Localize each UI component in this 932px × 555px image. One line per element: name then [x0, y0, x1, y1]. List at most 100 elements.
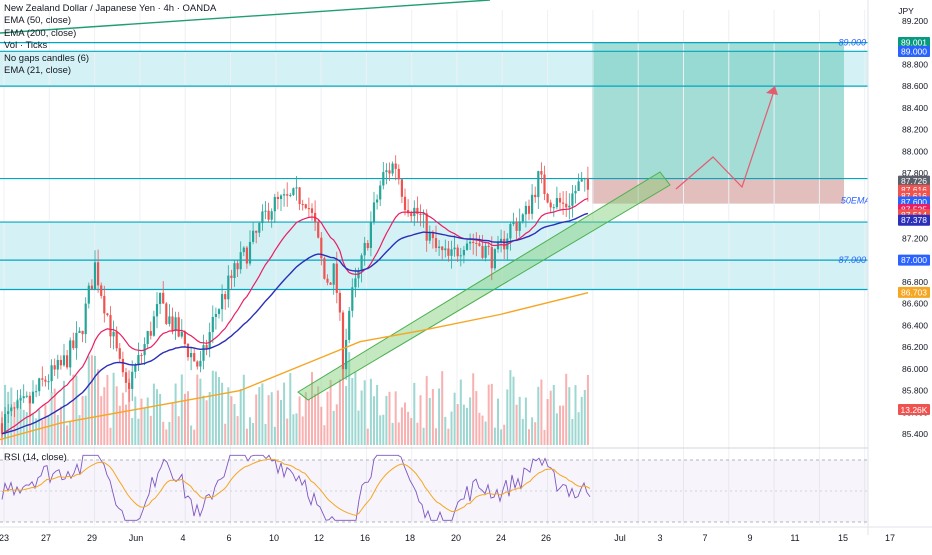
volume-bar — [475, 391, 478, 445]
volume-bar — [552, 384, 555, 445]
volume-bar — [280, 399, 282, 445]
candle-body — [531, 194, 534, 214]
candle-body — [155, 304, 159, 317]
candle-body — [338, 292, 341, 313]
candle-body — [447, 248, 450, 256]
candle-body — [22, 396, 25, 399]
candle-body — [186, 344, 190, 358]
candle-body — [329, 282, 332, 285]
ema-layer — [0, 0, 589, 441]
ema-wtf-label: 50EMA WTF — [841, 195, 893, 205]
axis-bg — [868, 0, 932, 550]
x-tick-12: 26 — [541, 533, 551, 543]
y-tick-5: 88.200 — [902, 125, 928, 135]
legend-ema21[interactable]: EMA (21, close) — [4, 65, 72, 77]
volume-bar — [196, 374, 199, 445]
x-tick-8: 16 — [360, 533, 370, 543]
candle-body — [38, 378, 41, 392]
volume-bar — [500, 429, 503, 445]
volume-bar — [84, 395, 87, 445]
legend-volume[interactable]: Vol · Ticks — [4, 40, 48, 52]
level-label-87: 87.000 — [838, 255, 866, 265]
volume-bar — [156, 389, 158, 445]
x-tick-18: 15 — [838, 533, 848, 543]
volume-bar — [391, 422, 394, 445]
volume-bar — [233, 403, 236, 445]
x-tick-9: 18 — [405, 533, 415, 543]
candle-body — [146, 331, 149, 345]
candle-body — [503, 238, 506, 250]
x-tick-4: 4 — [180, 533, 185, 543]
candle-body — [540, 171, 543, 175]
volume-bar — [115, 386, 118, 445]
candle-body — [162, 292, 165, 304]
volume-bar — [87, 356, 90, 445]
candle-body — [422, 213, 425, 215]
volume-bar — [469, 397, 472, 445]
volume-bar — [428, 397, 431, 445]
volume-bar — [376, 384, 379, 445]
volume-bar — [531, 417, 534, 445]
volume-bar — [357, 410, 360, 445]
candle-body — [165, 303, 168, 324]
volume-bar — [441, 371, 444, 445]
candle-body — [391, 163, 394, 174]
candle-body — [112, 331, 115, 337]
candle-body — [583, 177, 586, 180]
candle-body — [441, 246, 444, 251]
volume-bar — [69, 421, 72, 445]
price-badge-text-0: 89.001 — [901, 38, 927, 48]
candle-body — [50, 365, 53, 382]
volume-bar — [193, 429, 196, 445]
volume-bar — [363, 380, 366, 445]
volume-bar — [472, 373, 475, 445]
candle-body — [10, 407, 13, 412]
volume-bar — [252, 422, 255, 445]
candle-body — [286, 194, 289, 196]
price-badge-2 — [898, 175, 930, 187]
candle-body — [295, 187, 298, 189]
price-badge-text-2: 87.726 — [901, 176, 927, 186]
volume-bar — [345, 385, 348, 445]
candle-body — [524, 205, 527, 215]
time-axis: 23 27 29 Jun 4 6 10 12 16 18 20 24 26 Jul 3 7 9 11 15 17 — [0, 526, 932, 543]
arrow-head — [766, 86, 778, 95]
candle-body — [419, 213, 422, 215]
candle-body — [484, 245, 487, 258]
volume-bar — [435, 428, 437, 445]
candle-body — [177, 317, 180, 337]
candle-body — [199, 360, 202, 367]
candle-body — [382, 172, 385, 186]
candle-body — [270, 211, 273, 220]
candle-body — [456, 247, 459, 257]
channel-layer — [297, 171, 671, 401]
rsi-label[interactable]: RSI (14, close) — [4, 452, 67, 463]
x-tick-15: 7 — [702, 533, 707, 543]
volume-bar — [152, 383, 155, 445]
y-tick-17: 85.800 — [902, 386, 928, 396]
candle-body — [35, 391, 38, 393]
volume-bar — [466, 407, 468, 445]
candle-body — [59, 359, 62, 366]
candle-body — [214, 314, 217, 317]
legend-ema200[interactable]: EMA (200, close) — [4, 27, 77, 39]
volume-bar — [205, 400, 208, 445]
price-badge-text-1: 89.000 — [901, 47, 927, 57]
candle-body — [124, 372, 128, 383]
volume-bar — [90, 355, 93, 445]
candle-body — [56, 359, 59, 370]
volume-bar — [137, 418, 140, 445]
candle-body — [19, 398, 22, 401]
legend-candles[interactable]: No gaps candles (6) — [4, 52, 90, 64]
candle-body — [372, 202, 376, 222]
ema200-htf-line — [0, 0, 491, 34]
legend-ema50[interactable]: EMA (50, close) — [4, 15, 72, 27]
volume-bar — [348, 352, 351, 445]
volume-bar — [239, 389, 242, 445]
symbol-title[interactable]: New Zealand Dollar / Japanese Yen · 4h ·… — [4, 3, 217, 14]
candle-body — [106, 313, 109, 316]
candle-body — [134, 364, 137, 372]
candle-body — [16, 400, 19, 409]
